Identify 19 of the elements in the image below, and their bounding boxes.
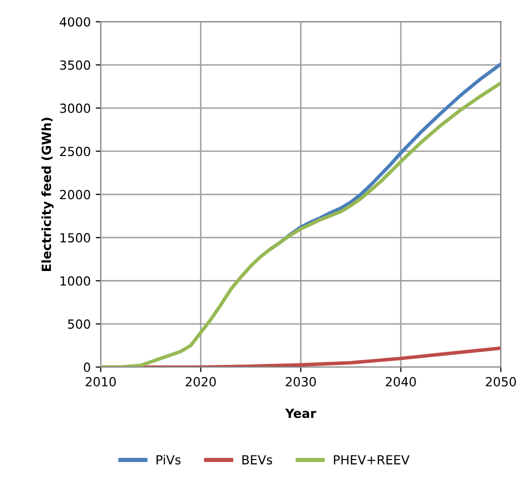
y-tick-label: 1500 [60,233,90,242]
y-tick-label: 3000 [60,104,90,113]
x-tick-label: 2020 [186,377,216,386]
legend-label: PiVs [156,454,181,464]
y-tick-label: 2500 [60,146,90,156]
y-tick-label: 3500 [60,60,90,70]
legend-label: BEVs [242,455,272,464]
x-axis-title: Year [285,408,316,418]
x-tick-label: 2030 [286,377,316,386]
legend-label: PHEV+REEV [334,455,410,464]
x-tick-label: 2010 [86,377,116,386]
y-axis-title: Electricity feed (GWh) [41,118,54,271]
x-tick-label: 2050 [486,377,516,386]
y-tick-label: 4000 [60,17,90,27]
y-tick-label: 2000 [60,190,90,200]
y-tick-label: 1000 [60,276,90,286]
y-tick-label: 500 [68,319,90,329]
y-tick-label: 0 [84,362,90,372]
x-tick-label: 2040 [386,377,416,386]
